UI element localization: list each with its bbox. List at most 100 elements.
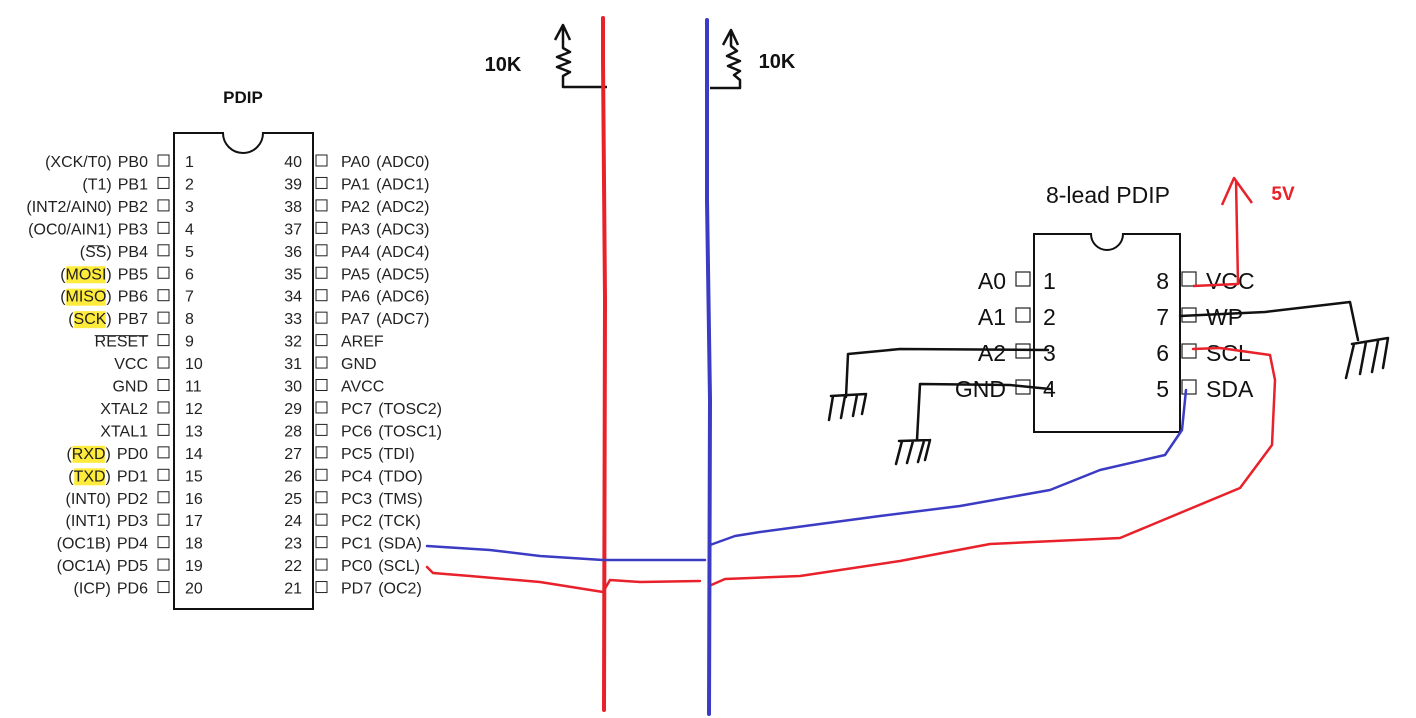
mcu-pin-4: 4 PB3 (OC0/AIN1)	[28, 221, 194, 238]
mcu-pin-6: 6 PB5 (MOSI)	[60, 266, 194, 284]
a2-ground-wire	[844, 347, 1050, 399]
scl-mcu-wire	[425, 565, 702, 594]
pin-function: (SCK)	[68, 311, 112, 328]
pin-name: PA0	[341, 154, 370, 171]
eeprom-body	[1033, 233, 1181, 433]
pin-function: (TDI)	[378, 446, 414, 463]
pin-square	[315, 558, 328, 571]
ground-symbol-wp	[1344, 336, 1390, 380]
pin-number: 36	[284, 244, 302, 261]
pin-name: PD4	[117, 536, 148, 553]
eeprom-pin-8: 8 VCC	[1156, 268, 1254, 294]
pin-name: PB0	[118, 154, 148, 171]
mcu-pin-25: 25 PC3 (TMS)	[284, 491, 422, 508]
pin-number: 33	[284, 311, 302, 328]
pin-function: (TMS)	[378, 491, 422, 508]
pin-number: 35	[284, 266, 302, 283]
mcu-right-pins: 40 PA0 (ADC0) 39 PA1 (ADC1) 38 PA2 (ADC2) 37 PA3 (A…	[284, 154, 442, 598]
pin-square	[157, 581, 170, 594]
mcu-pin-22: 22 PC0 (SCL)	[284, 558, 420, 575]
pin-number: 15	[185, 468, 203, 485]
mcu-pdip40: PDIP 1 PB0 (XCK/T0) 2 PB1 (T1) 3 PB2 (INT2/AIN0)…	[26, 88, 442, 610]
pin-number: 24	[284, 513, 302, 530]
pin-name: XTAL2	[100, 401, 148, 418]
pin-number: 7	[185, 289, 194, 306]
pin-number: 29	[284, 401, 302, 418]
pin-function: (OC2)	[378, 581, 422, 598]
pin-square	[315, 513, 328, 526]
pin-square	[157, 558, 170, 571]
pin-square	[315, 199, 328, 212]
pin-square	[157, 311, 170, 324]
pin-name: PD7	[341, 581, 372, 598]
pin-function: (ADC1)	[376, 176, 429, 193]
mcu-pin-14: 14 PD0 (RXD)	[66, 445, 203, 463]
pin-name: RESET	[95, 334, 149, 351]
pin-number: 25	[284, 491, 302, 508]
mcu-pin-15: 15 PD1 (TXD)	[68, 468, 203, 486]
signal-highlight	[74, 468, 105, 486]
mcu-pin-38: 38 PA2 (ADC2)	[284, 199, 429, 216]
pin-number: 40	[284, 154, 302, 171]
mcu-pin-7: 7 PB6 (MISO)	[60, 288, 194, 306]
mcu-pin-16: 16 PD2 (INT0)	[66, 491, 203, 508]
mcu-pin-40: 40 PA0 (ADC0)	[284, 154, 429, 171]
pin-name: PA1	[341, 176, 370, 193]
pin-number: 21	[284, 581, 302, 598]
mcu-pin-10: 10 VCC	[114, 356, 203, 373]
mcu-left-pins: 1 PB0 (XCK/T0) 2 PB1 (T1) 3 PB2 (INT2/AIN0) 4 PB3 (…	[26, 154, 202, 598]
pin-square	[157, 266, 170, 279]
pin-square	[315, 536, 328, 549]
pin-name: PA4	[341, 244, 370, 261]
resistor-right-symbol	[710, 28, 742, 90]
pin-number: 14	[185, 446, 203, 463]
mcu-pin-19: 19 PD5 (OC1A)	[57, 558, 203, 575]
pin-number: 37	[284, 221, 302, 238]
pin-number: 16	[185, 491, 203, 508]
pin-name: PC3	[341, 491, 372, 508]
pullup-resistor-right: 10K	[710, 28, 796, 90]
pin-square	[315, 491, 328, 504]
pin-square	[157, 154, 170, 167]
pin-function: (INT0)	[66, 491, 111, 508]
pin-name: PD3	[117, 513, 148, 530]
pin-number: 17	[185, 513, 203, 530]
pin-square	[315, 154, 328, 167]
sda-eeprom-wire	[708, 388, 1188, 547]
pin-number: 4	[185, 221, 194, 238]
pin-name: PD2	[117, 491, 148, 508]
mcu-pin-12: 12 XTAL2	[100, 401, 203, 418]
pin-number: 38	[284, 199, 302, 216]
pin-function: (XCK/T0)	[45, 154, 112, 171]
pin-square	[315, 176, 328, 189]
pin-name: PA6	[341, 289, 370, 306]
pin-number: 30	[284, 379, 302, 396]
eeprom-pin-6: 6 SCL	[1156, 340, 1251, 366]
pin-number: 12	[185, 401, 203, 418]
mcu-pin-13: 13 XTAL1	[100, 423, 203, 440]
eeprom-pin-1: 1 A0	[978, 268, 1056, 294]
pin-square	[157, 221, 170, 234]
pin-function: (TXD)	[68, 468, 111, 485]
pin-square	[1015, 271, 1031, 287]
signal-highlight	[66, 266, 106, 284]
pin-name: PC7	[341, 401, 372, 418]
pin-function: (OC1B)	[57, 536, 111, 553]
pin-square	[157, 536, 170, 549]
pin-number: 5	[185, 244, 194, 261]
pin-number: 26	[284, 468, 302, 485]
resistor-left-label: 10K	[485, 54, 522, 76]
mcu-pin-2: 2 PB1 (T1)	[82, 176, 194, 193]
pin-name: PC6	[341, 423, 372, 440]
pin-square	[157, 244, 170, 257]
pin-square	[157, 446, 170, 459]
pin-name: AREF	[341, 334, 384, 351]
pin-function: (MISO)	[60, 289, 112, 306]
pin-number: 23	[284, 536, 302, 553]
pin-number: 39	[284, 176, 302, 193]
pin-number: 27	[284, 446, 302, 463]
pin-square	[315, 221, 328, 234]
pin-name: PB5	[118, 266, 148, 283]
pin-name: PB3	[118, 221, 148, 238]
